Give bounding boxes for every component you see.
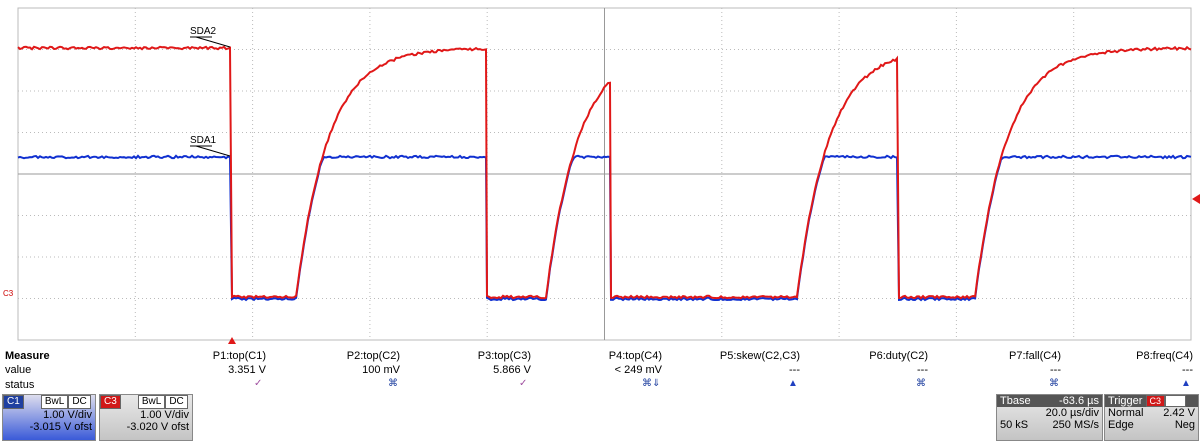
measure-value: 100 mV (362, 364, 400, 376)
measure-name: P8:freq(C4) (1136, 350, 1193, 362)
volts-div: 1.00 V/div (3, 409, 95, 421)
status-icon: ⌘ (916, 378, 926, 389)
measure-value: --- (789, 364, 800, 376)
trace-label: SDA1 (190, 135, 217, 146)
measure-name: P1:top(C1) (213, 350, 266, 362)
status-icon: ✓ (254, 378, 262, 389)
row-label: status (5, 379, 34, 391)
trigger-type: Edge (1108, 419, 1134, 431)
measure-value: < 249 mV (615, 364, 662, 376)
trigger-label: Trigger (1108, 395, 1142, 407)
coupling: DC (68, 395, 90, 409)
offset: -3.015 V ofst (3, 421, 95, 433)
measure-value: --- (1050, 364, 1061, 376)
trace-label: SDA2 (190, 26, 217, 37)
channel-name: C1 (3, 395, 24, 409)
trigger-slope: Neg (1175, 419, 1195, 431)
status-icon: ▲ (788, 378, 798, 389)
volts-div: 1.00 V/div (100, 409, 192, 421)
measure-name: P4:top(C4) (609, 350, 662, 362)
coupling: DC (165, 395, 187, 409)
trigger-box[interactable]: Trigger C3 DC Normal 2.42 V Edge Neg (1104, 394, 1199, 441)
measure-name: P2:top(C2) (347, 350, 400, 362)
status-icon: ✓ (519, 378, 527, 389)
measure-name: P6:duty(C2) (869, 350, 928, 362)
trigger-level: 2.42 V (1163, 407, 1195, 419)
bandwidth: BwL (41, 395, 68, 409)
points: 50 kS (1000, 419, 1028, 431)
trigger-mode: Normal (1108, 407, 1143, 419)
measure-value: --- (917, 364, 928, 376)
status-icon: ⌘⇓ (642, 378, 660, 389)
channel-box[interactable]: C1 BwL DC 1.00 V/div -3.015 V ofst (2, 394, 96, 441)
sample-rate: 250 MS/s (1053, 419, 1099, 431)
measure-value: 3.351 V (228, 364, 266, 376)
timebase-label: Tbase (1000, 395, 1031, 407)
status-icon: ⌘ (388, 378, 398, 389)
row-label: value (5, 364, 31, 376)
trigger-coupling: DC (1165, 395, 1186, 407)
measure-name: P5:skew(C2,C3) (720, 350, 800, 362)
display: SDA2 SDA1 C3 (0, 0, 1200, 345)
channel-box[interactable]: C3 BwL DC 1.00 V/div -3.020 V ofst (99, 394, 193, 441)
trigger-source: C3 (1146, 395, 1166, 407)
channel-marker: C3 (3, 289, 14, 298)
time-div: 20.0 µs/div (997, 407, 1102, 419)
channel-name: C3 (100, 395, 121, 409)
bandwidth: BwL (138, 395, 165, 409)
delay: -63.6 µs (1059, 395, 1099, 407)
measure-value: --- (1182, 364, 1193, 376)
measure-name: P3:top(C3) (478, 350, 531, 362)
timebase-box[interactable]: Tbase -63.6 µs 20.0 µs/div 50 kS 250 MS/s (996, 394, 1103, 441)
level-marker (1192, 194, 1200, 204)
status-icon: ▲ (1181, 378, 1191, 389)
offset: -3.020 V ofst (100, 421, 192, 433)
status-icon: ⌘ (1049, 378, 1059, 389)
measure-value: 5.866 V (493, 364, 531, 376)
measure-name: P7:fall(C4) (1009, 350, 1061, 362)
measure-header: Measure (5, 350, 50, 362)
